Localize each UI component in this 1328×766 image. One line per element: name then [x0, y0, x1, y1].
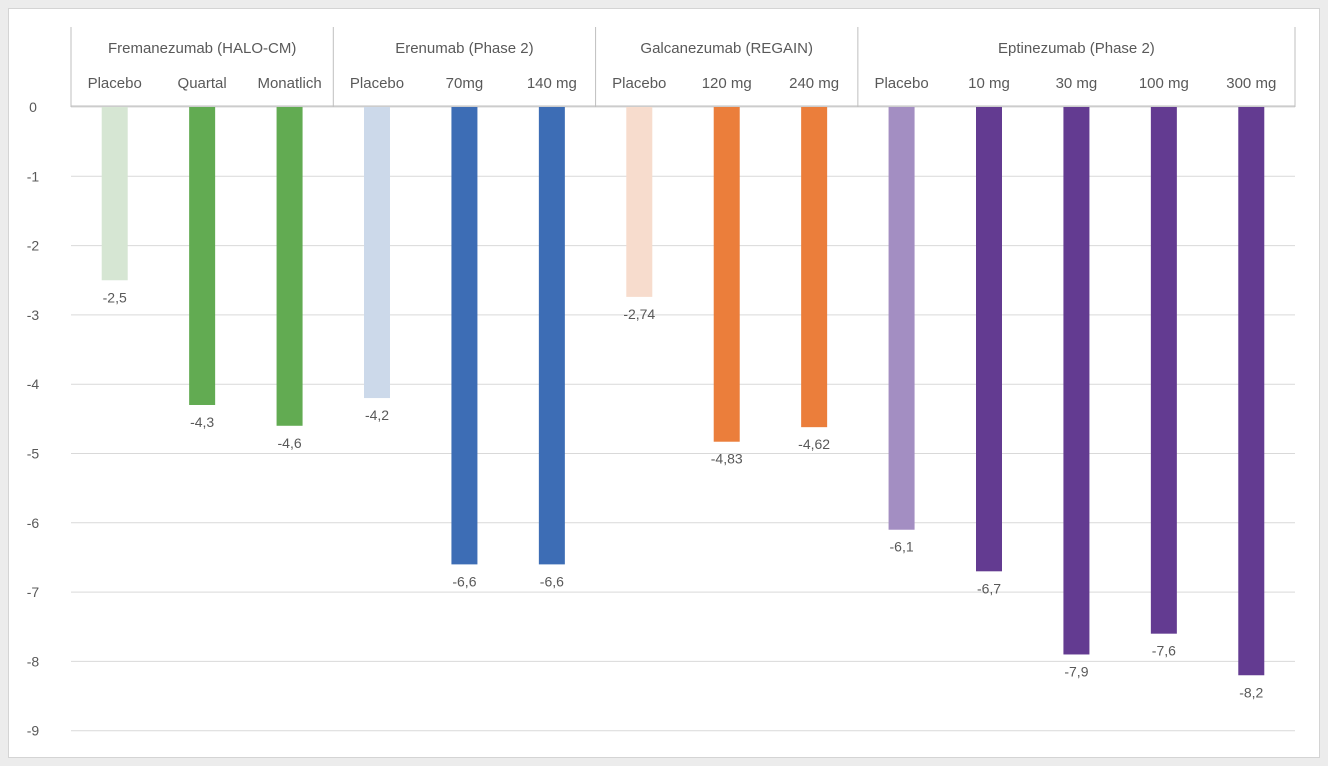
category-label: 70mg — [446, 75, 484, 92]
data-label: -6,6 — [540, 573, 564, 589]
bar — [189, 107, 216, 405]
group-label: Galcanezumab (REGAIN) — [640, 40, 813, 57]
data-label: -7,6 — [1152, 643, 1176, 659]
y-tick-label: -5 — [27, 446, 40, 462]
group-label: Fremanezumab (HALO-CM) — [108, 40, 296, 57]
y-tick-label: -6 — [27, 515, 40, 531]
category-label: 140 mg — [527, 75, 577, 92]
category-label: 300 mg — [1226, 75, 1276, 92]
category-label: 100 mg — [1139, 75, 1189, 92]
category-label: 240 mg — [789, 75, 839, 92]
data-label: -4,3 — [190, 414, 214, 430]
y-tick-label: -1 — [27, 168, 40, 184]
category-label: Placebo — [88, 75, 142, 92]
category-label: 10 mg — [968, 75, 1010, 92]
y-tick-label: -9 — [27, 723, 40, 739]
y-tick-label: 0 — [29, 99, 37, 115]
data-label: -8,2 — [1239, 684, 1263, 700]
bar — [364, 107, 390, 399]
bar — [101, 107, 128, 281]
data-label: -2,74 — [623, 306, 655, 322]
category-label: 120 mg — [702, 75, 752, 92]
data-label: -6,7 — [977, 580, 1001, 596]
category-label: Placebo — [874, 75, 928, 92]
bar — [1238, 107, 1265, 676]
bar — [888, 107, 915, 530]
data-label: -4,83 — [711, 451, 743, 467]
category-label: Monatlich — [257, 75, 321, 92]
group-label: Erenumab (Phase 2) — [395, 40, 533, 57]
bar — [976, 107, 1002, 572]
bar — [276, 107, 303, 426]
bar — [626, 107, 653, 297]
bar — [1063, 107, 1090, 655]
bar — [713, 107, 740, 442]
data-label: -4,2 — [365, 407, 389, 423]
category-label: Placebo — [612, 75, 666, 92]
data-label: -6,1 — [890, 539, 914, 555]
category-label: Placebo — [350, 75, 404, 92]
category-label: Quartal — [178, 75, 227, 92]
group-label: Eptinezumab (Phase 2) — [998, 40, 1155, 57]
bar — [1150, 107, 1177, 634]
bar — [801, 107, 828, 428]
data-label: -6,6 — [452, 573, 476, 589]
y-tick-label: -3 — [27, 307, 40, 323]
bar-chart: 0 -1 -2 -3 -4 -5 -6 -7 -8 -9 Fremanezumab (HALO-CM… — [27, 27, 1296, 739]
data-label: -2,5 — [103, 289, 127, 305]
chart-frame: 0 -1 -2 -3 -4 -5 -6 -7 -8 -9 Fremanezumab (HALO-CM… — [8, 8, 1320, 758]
category-label: 30 mg — [1056, 75, 1098, 92]
bar — [538, 107, 565, 565]
y-tick-label: -8 — [27, 653, 40, 669]
bar — [451, 107, 478, 565]
y-tick-label: -2 — [27, 238, 40, 254]
y-tick-label: -7 — [27, 584, 40, 600]
data-label: -4,6 — [278, 435, 302, 451]
data-label: -7,9 — [1064, 663, 1088, 679]
y-tick-label: -4 — [27, 376, 40, 392]
data-label: -4,62 — [798, 436, 830, 452]
